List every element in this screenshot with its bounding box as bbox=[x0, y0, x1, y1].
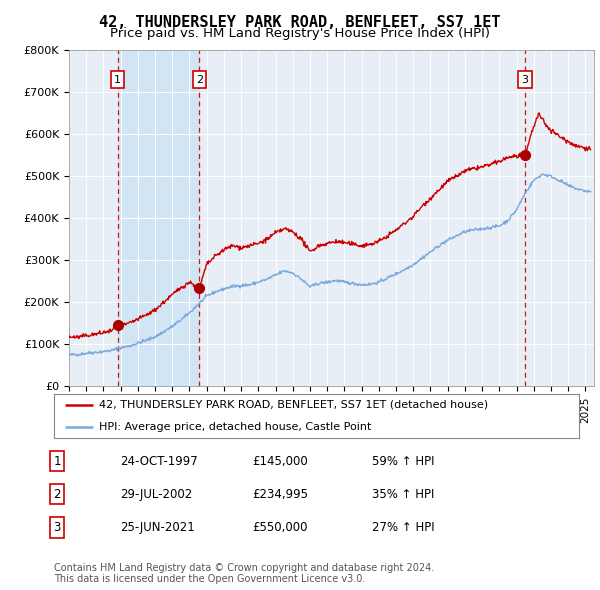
Text: 29-JUL-2002: 29-JUL-2002 bbox=[120, 488, 192, 501]
Text: This data is licensed under the Open Government Licence v3.0.: This data is licensed under the Open Gov… bbox=[54, 575, 365, 584]
Text: 1: 1 bbox=[114, 74, 121, 84]
Text: £145,000: £145,000 bbox=[252, 455, 308, 468]
Bar bbox=[118, 50, 199, 386]
Text: HPI: Average price, detached house, Castle Point: HPI: Average price, detached house, Cast… bbox=[98, 422, 371, 432]
Text: £234,995: £234,995 bbox=[252, 488, 308, 501]
Text: 59% ↑ HPI: 59% ↑ HPI bbox=[372, 455, 434, 468]
Text: 2: 2 bbox=[196, 74, 203, 84]
Text: 42, THUNDERSLEY PARK ROAD, BENFLEET, SS7 1ET: 42, THUNDERSLEY PARK ROAD, BENFLEET, SS7… bbox=[99, 15, 501, 30]
Text: 24-OCT-1997: 24-OCT-1997 bbox=[120, 455, 198, 468]
Text: Contains HM Land Registry data © Crown copyright and database right 2024.: Contains HM Land Registry data © Crown c… bbox=[54, 563, 434, 572]
Text: 27% ↑ HPI: 27% ↑ HPI bbox=[372, 521, 434, 534]
Text: 25-JUN-2021: 25-JUN-2021 bbox=[120, 521, 195, 534]
Text: £550,000: £550,000 bbox=[252, 521, 308, 534]
Text: 3: 3 bbox=[53, 521, 61, 534]
Text: Price paid vs. HM Land Registry's House Price Index (HPI): Price paid vs. HM Land Registry's House … bbox=[110, 27, 490, 40]
Text: 42, THUNDERSLEY PARK ROAD, BENFLEET, SS7 1ET (detached house): 42, THUNDERSLEY PARK ROAD, BENFLEET, SS7… bbox=[98, 399, 488, 409]
Text: 3: 3 bbox=[521, 74, 529, 84]
Text: 35% ↑ HPI: 35% ↑ HPI bbox=[372, 488, 434, 501]
Text: 1: 1 bbox=[53, 455, 61, 468]
Text: 2: 2 bbox=[53, 488, 61, 501]
